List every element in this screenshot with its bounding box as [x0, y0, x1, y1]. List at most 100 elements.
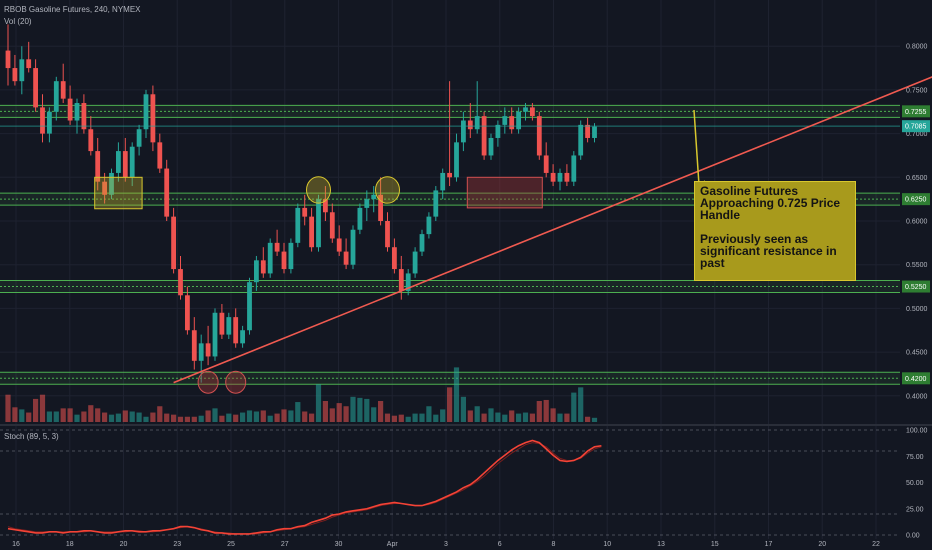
volume-bar — [281, 409, 287, 422]
candle-body — [129, 146, 135, 178]
volume-bar — [509, 410, 515, 422]
stoch-tick-label: 100.00 — [906, 428, 928, 435]
candle-body — [536, 116, 542, 156]
stoch-tick-label: 0.00 — [906, 533, 920, 540]
volume-bar — [288, 410, 294, 422]
candle-body — [392, 247, 397, 270]
x-tick-label: 16 — [12, 541, 20, 548]
x-tick-label: 13 — [657, 541, 665, 548]
candle-body — [523, 107, 528, 112]
volume-bar — [157, 406, 163, 422]
volume-bar — [364, 398, 370, 422]
candle-body — [585, 124, 590, 138]
candle-body — [543, 155, 549, 173]
volume-bar — [502, 414, 508, 422]
volume-bar — [460, 396, 466, 422]
trendline — [173, 76, 932, 384]
candle-body — [157, 142, 163, 169]
volume-bar — [343, 406, 349, 422]
volume-bar — [550, 408, 556, 422]
volume-bar — [53, 411, 59, 422]
candle-body — [212, 312, 218, 357]
y-tick-label: 0.7000 — [906, 131, 928, 138]
volume-bar — [164, 413, 170, 422]
price-tag-label: 0.6250 — [905, 197, 927, 204]
volume-bar — [481, 413, 487, 422]
candle-body — [67, 98, 73, 121]
candle-body — [143, 94, 149, 130]
candle-body — [398, 269, 404, 291]
price-tag-label: 0.5250 — [905, 284, 927, 291]
candle-body — [33, 68, 38, 108]
highlight-circle — [375, 176, 400, 204]
volume-bar — [453, 367, 460, 422]
zone-box — [466, 176, 543, 209]
volume-bar — [219, 415, 225, 422]
candle-body — [433, 190, 439, 217]
volume-bars — [5, 367, 598, 422]
candle-body — [136, 129, 142, 147]
x-tick-label: 23 — [173, 541, 181, 548]
candle-body — [385, 221, 390, 248]
candle-body — [557, 172, 563, 182]
candle-body — [40, 107, 45, 134]
candle-body — [240, 330, 245, 344]
candle-body — [592, 126, 597, 138]
volume-bar — [357, 397, 363, 422]
highlight-circle — [197, 370, 219, 394]
volume-bar — [26, 412, 32, 422]
candle-body — [329, 212, 335, 239]
annotation-line: significant resistance in — [700, 244, 837, 258]
stoch-line — [7, 442, 602, 535]
volume-bar — [108, 414, 115, 422]
volume-bar — [543, 399, 549, 422]
annotation-callout[interactable]: Gasoline Futures Approaching 0.725 Price… — [694, 181, 856, 281]
candle-body — [481, 116, 487, 156]
candlesticks — [5, 24, 597, 383]
volume-bar — [88, 405, 94, 422]
candle-body — [150, 94, 156, 143]
candle-body — [60, 81, 66, 99]
volume-bar — [412, 413, 418, 422]
price-tag — [902, 193, 930, 206]
volume-bar — [39, 394, 46, 422]
y-tick-label: 0.6500 — [906, 175, 928, 182]
volume-bar — [46, 411, 52, 422]
volume-bar — [516, 413, 522, 422]
volume-bar — [143, 416, 149, 422]
annotation-line: past — [700, 256, 725, 270]
y-tick-label: 0.4500 — [906, 350, 928, 357]
candle-body — [198, 343, 204, 361]
volume-bar — [488, 408, 494, 422]
volume-bar — [253, 411, 259, 422]
chart-overlays — [0, 76, 932, 394]
price-tag-label: 0.7255 — [905, 109, 927, 116]
annotation-line: Handle — [700, 208, 741, 222]
y-tick-label: 0.6000 — [906, 219, 928, 226]
volume-bar — [433, 414, 439, 422]
volume-bar — [184, 416, 190, 422]
candle-body — [488, 137, 494, 156]
x-tick-label: 6 — [498, 541, 502, 548]
volume-bar — [309, 413, 315, 422]
volume-bar — [95, 408, 101, 422]
x-tick-label: 17 — [765, 541, 773, 548]
candle-body — [440, 172, 446, 191]
volume-bar — [529, 413, 535, 422]
candle-body — [19, 59, 25, 82]
volume-bar — [60, 408, 66, 422]
volume-bar — [426, 406, 432, 422]
volume-bar — [467, 410, 473, 422]
candle-body — [302, 207, 308, 217]
candle-body — [102, 181, 107, 195]
x-tick-label: 25 — [227, 541, 235, 548]
candle-body — [350, 229, 356, 265]
volume-bar — [205, 410, 211, 422]
volume-bar — [440, 409, 446, 422]
candle-body — [274, 242, 280, 252]
stochastic-pane — [0, 429, 900, 536]
candle-body — [267, 242, 273, 274]
candle-body — [461, 120, 466, 143]
candle-body — [5, 50, 11, 69]
volume-bar — [274, 413, 280, 422]
